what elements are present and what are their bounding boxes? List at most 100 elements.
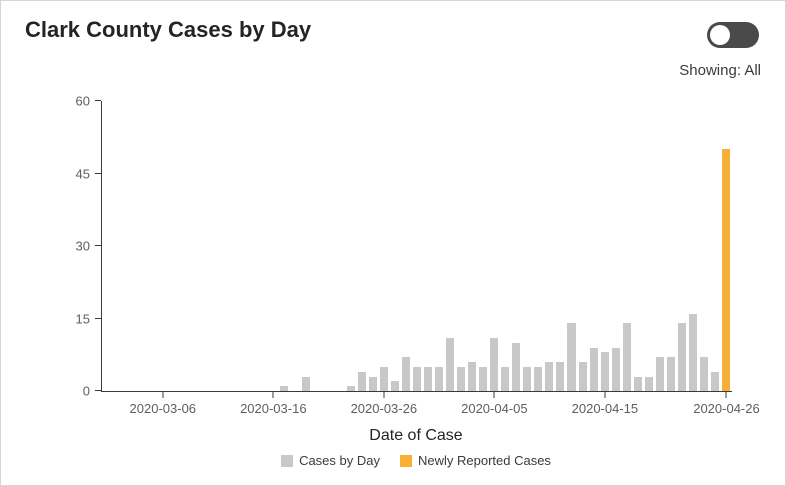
bar-cases-by-day[interactable] (280, 386, 289, 391)
bar-cases-by-day[interactable] (346, 386, 355, 391)
bar-cases-by-day[interactable] (688, 313, 698, 391)
bar-slot (676, 101, 687, 391)
x-axis-tick (272, 392, 274, 398)
bar-slot (190, 101, 201, 391)
bar-cases-by-day[interactable] (666, 357, 675, 391)
bar-slot (522, 101, 533, 391)
bar-slot (102, 101, 113, 391)
bar-cases-by-day[interactable] (412, 366, 421, 391)
bar-cases-by-day[interactable] (611, 347, 620, 391)
plot-area: 0 15 30 45 60 2020-03-06 2020-03-16 2020-03-26 2… (76, 95, 760, 417)
y-axis-tick (95, 172, 101, 174)
bar-slot (533, 101, 544, 391)
legend-label: Newly Reported Cases (417, 453, 551, 468)
bar-slot (135, 101, 146, 391)
bar-slot (257, 101, 268, 391)
bar-cases-by-day[interactable] (379, 366, 388, 391)
bar-cases-by-day[interactable] (711, 371, 720, 391)
bar-slot (146, 101, 157, 391)
bar-slot (654, 101, 665, 391)
bar-cases-by-day[interactable] (468, 362, 477, 391)
bar-slot (224, 101, 235, 391)
legend-item[interactable]: Newly Reported Cases (399, 453, 551, 468)
bar-cases-by-day[interactable] (534, 366, 543, 391)
bar-slot (687, 101, 698, 391)
page-title: Clark County Cases by Day (25, 17, 312, 42)
toggle-switch[interactable] (707, 22, 759, 48)
bar-slot (610, 101, 621, 391)
bar-slot (500, 101, 511, 391)
bar-cases-by-day[interactable] (368, 376, 377, 391)
bar-slot (422, 101, 433, 391)
bar-slot (478, 101, 489, 391)
x-axis-tick-label: 2020-03-16 (240, 401, 307, 416)
bar-slot (566, 101, 577, 391)
bar-slot (721, 101, 732, 391)
bar-cases-by-day[interactable] (457, 366, 466, 391)
x-axis-tick (725, 392, 727, 398)
bar-slot (312, 101, 323, 391)
bar-cases-by-day[interactable] (545, 362, 554, 391)
bar-slot (699, 101, 710, 391)
bar-slot (345, 101, 356, 391)
bar-slot (555, 101, 566, 391)
bar-cases-by-day[interactable] (700, 357, 709, 391)
bar-cases-by-day[interactable] (501, 366, 510, 391)
bar-slot (643, 101, 654, 391)
bar-cases-by-day[interactable] (644, 376, 653, 391)
bar-cases-by-day[interactable] (445, 337, 454, 391)
bar-slot (378, 101, 389, 391)
bar-cases-by-day[interactable] (401, 357, 410, 391)
bar-cases-by-day[interactable] (390, 381, 399, 391)
bar-cases-by-day[interactable] (434, 366, 443, 391)
bar-slot (157, 101, 168, 391)
x-axis-tick-label: 2020-04-15 (571, 401, 639, 416)
x-axis-tick-label: 2020-03-06 (129, 401, 197, 416)
bar-slot (179, 101, 190, 391)
bar-slot (246, 101, 257, 391)
bar-cases-by-day[interactable] (523, 366, 532, 391)
bar-cases-by-day[interactable] (357, 371, 366, 391)
bar-slot (168, 101, 179, 391)
bar-cases-by-day[interactable] (578, 362, 587, 391)
bar-cases-by-day[interactable] (512, 342, 521, 391)
bar-slot (456, 101, 467, 391)
x-axis-tick (383, 392, 385, 398)
bar-slot (389, 101, 400, 391)
y-axis-tick (95, 100, 101, 101)
bar-cases-by-day[interactable] (589, 347, 598, 391)
bar-slot (367, 101, 378, 391)
bar-cases-by-day[interactable] (490, 337, 499, 391)
bar-slot (621, 101, 632, 391)
bar-cases-by-day[interactable] (423, 366, 432, 391)
bar-slot (356, 101, 367, 391)
y-axis-tick-label: 0 (82, 383, 90, 399)
bar-cases-by-day[interactable] (622, 323, 631, 391)
y-axis-tick-label: 30 (75, 238, 90, 254)
bar-slot (544, 101, 555, 391)
bar-cases-by-day[interactable] (479, 366, 488, 391)
bar-slot (268, 101, 279, 391)
bar-cases-by-day[interactable] (567, 323, 576, 391)
y-axis-tick-label: 45 (75, 166, 90, 181)
bar-cases-by-day[interactable] (677, 323, 686, 391)
bar-slot (577, 101, 588, 391)
bar-slot (212, 101, 223, 391)
bar-slot (433, 101, 444, 391)
x-axis-tick (604, 392, 606, 398)
legend-label: Cases by Day (299, 453, 380, 468)
bar-slot (467, 101, 478, 391)
legend-swatch (281, 454, 294, 467)
x-axis-tick-label: 2020-04-26 (693, 401, 760, 416)
legend-item[interactable]: Cases by Day (281, 453, 380, 468)
bar-cases-by-day[interactable] (655, 357, 664, 391)
bar-cases-by-day[interactable] (556, 362, 565, 391)
bar-newly-reported-cases[interactable] (722, 149, 731, 391)
bar-cases-by-day[interactable] (600, 352, 609, 391)
bar-cases-by-day[interactable] (633, 376, 642, 391)
bar-slot (444, 101, 455, 391)
y-axis-tick (95, 245, 101, 246)
bar-cases-by-day[interactable] (302, 376, 311, 391)
y-axis-tick-label: 60 (75, 93, 90, 109)
bar-slot (124, 101, 135, 391)
